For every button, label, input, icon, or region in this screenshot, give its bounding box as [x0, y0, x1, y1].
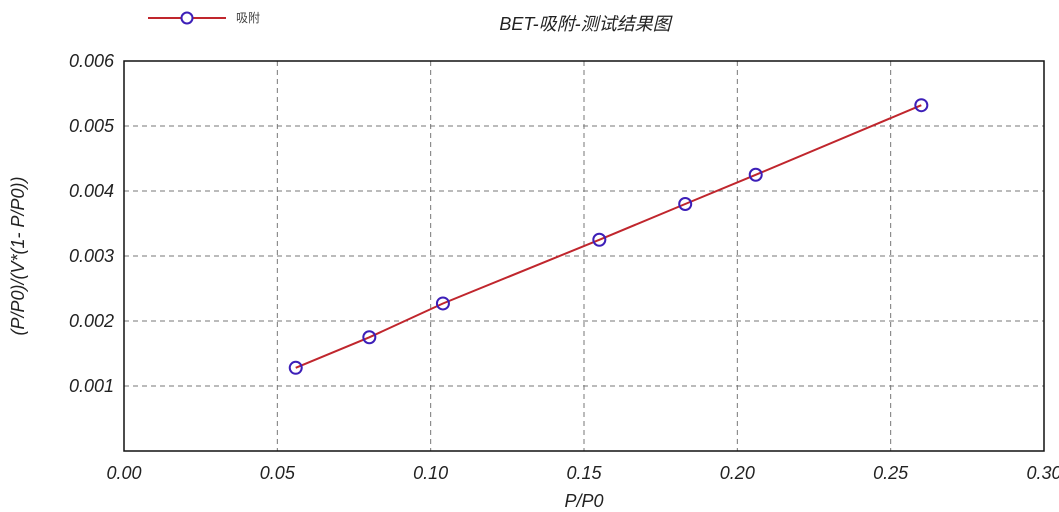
x-tick-labels: 0.00 0.05 0.10 0.15 0.20 0.25 0.30: [106, 463, 1059, 483]
series-layer: [288, 98, 929, 375]
x-tick-label: 0.30: [1026, 463, 1059, 483]
data-point: [592, 232, 607, 247]
x-tick-label: 0.00: [106, 463, 141, 483]
chart-title: BET-吸附-测试结果图: [499, 14, 673, 34]
data-point: [435, 296, 450, 311]
data-point: [362, 330, 377, 345]
legend: 吸附: [148, 11, 260, 25]
legend-marker-swatch: [180, 11, 194, 25]
y-tick-label: 0.006: [69, 51, 115, 71]
plot-frame: [123, 60, 1045, 452]
y-tick-labels: 0.001 0.002 0.003 0.004 0.005 0.006: [69, 51, 115, 396]
x-tick-label: 0.05: [260, 463, 296, 483]
data-point: [914, 98, 929, 113]
legend-label-adsorption: 吸附: [236, 11, 260, 25]
x-tick-label: 0.20: [720, 463, 755, 483]
x-tick-label: 0.10: [413, 463, 448, 483]
grid-lines: [124, 61, 1044, 451]
y-tick-label: 0.002: [69, 311, 114, 331]
series-line-adsorption: [295, 104, 922, 369]
y-tick-label: 0.001: [69, 376, 114, 396]
data-point: [288, 360, 303, 375]
y-tick-label: 0.004: [69, 181, 114, 201]
data-point: [678, 197, 693, 211]
y-axis-title: (P/P0)/(V*(1- P/P0)): [8, 176, 28, 335]
x-tick-label: 0.25: [873, 463, 909, 483]
data-point: [748, 167, 763, 182]
y-tick-label: 0.003: [69, 246, 114, 266]
x-axis-title: P/P0: [564, 491, 603, 511]
y-tick-label: 0.005: [69, 116, 115, 136]
x-tick-label: 0.15: [566, 463, 602, 483]
